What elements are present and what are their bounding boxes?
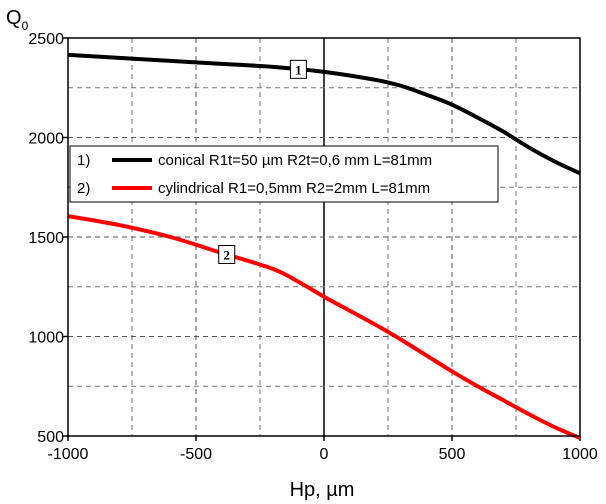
- series-line-1: [67, 52, 581, 176]
- y-tick-label: 2000: [28, 131, 64, 148]
- series-marker-box-2: [218, 245, 236, 265]
- legend-box: [69, 145, 499, 203]
- grid: [63, 37, 581, 441]
- series-markers: 12: [218, 59, 307, 265]
- x-tick-label: 500: [439, 446, 466, 463]
- x-axis-label: Hp, µm: [290, 479, 355, 501]
- y-tick-labels: 500 1000 1500 2000 2500: [28, 31, 64, 446]
- y-axis-label-subscript: 0: [22, 19, 29, 33]
- series-layer: [67, 52, 581, 440]
- y-axis-label: Q0: [6, 7, 29, 33]
- y-tick-label: 1000: [28, 330, 64, 347]
- series-line-2: [67, 214, 581, 440]
- x-tick-label: 0: [320, 446, 329, 463]
- x-tick-labels: -1000 -500 0 500 1000: [48, 446, 598, 463]
- legend-label-cylindrical: cylindrical R1=0,5mm R2=2mm L=81mm: [158, 180, 430, 197]
- legend-index-2: 2): [77, 180, 90, 197]
- series-marker-box-1: [289, 59, 307, 79]
- y-tick-label: 500: [37, 429, 64, 446]
- x-tick-label: -500: [180, 446, 212, 463]
- legend-index-1: 1): [77, 152, 90, 169]
- series-marker-label-1: 1: [295, 62, 302, 77]
- y-tick-label: 2500: [28, 31, 64, 48]
- x-tick-label: -1000: [48, 446, 89, 463]
- plot-area: [67, 37, 581, 437]
- x-tick-label: 1000: [562, 446, 598, 463]
- series-marker-label-2: 2: [223, 248, 230, 263]
- legend: 1) conical R1t=50 µm R2t=0,6 mm L=81mm 2…: [69, 145, 499, 203]
- legend-label-conical: conical R1t=50 µm R2t=0,6 mm L=81mm: [158, 152, 432, 169]
- y-tick-label: 1500: [28, 230, 64, 247]
- y-axis-label-main: Q: [6, 7, 22, 29]
